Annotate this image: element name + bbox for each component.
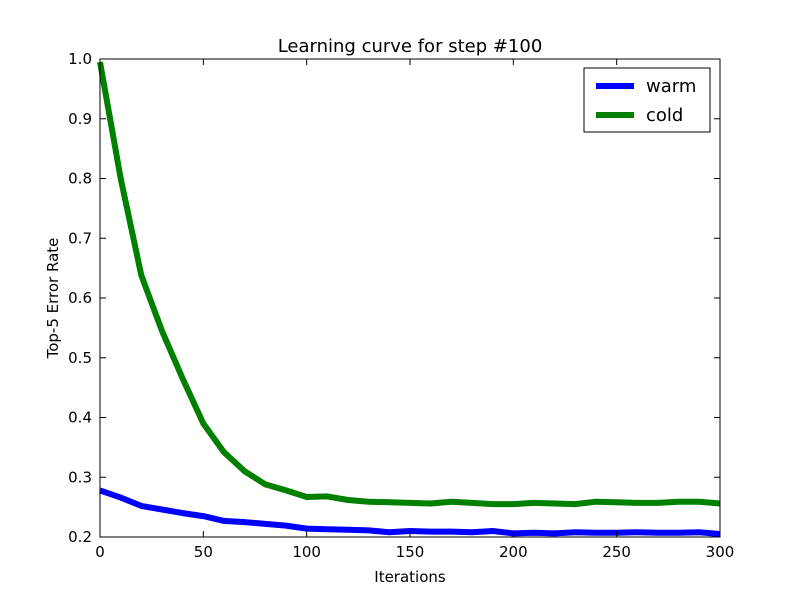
y-tick-label: 0.7 xyxy=(68,229,92,247)
legend: warm cold xyxy=(583,67,711,133)
y-tick-label: 0.6 xyxy=(68,289,92,307)
y-tick-label: 0.8 xyxy=(68,170,92,188)
x-tick-label: 200 xyxy=(499,543,528,561)
y-tick-label: 0.9 xyxy=(68,110,92,128)
series-line-cold xyxy=(97,61,721,508)
x-tick-label: 150 xyxy=(396,543,425,561)
x-tick-label: 250 xyxy=(602,543,631,561)
legend-box xyxy=(583,67,711,133)
y-tick-label: 0.5 xyxy=(68,349,92,367)
y-tick-label: 0.2 xyxy=(68,528,92,546)
legend-label-cold: cold xyxy=(646,105,683,126)
x-tick-label: 0 xyxy=(95,543,105,561)
y-tick-label: 0.4 xyxy=(68,409,92,427)
plot-frame xyxy=(99,58,721,538)
y-tick-label: 0.3 xyxy=(68,468,92,486)
y-axis-label: Top-5 Error Rate xyxy=(44,238,62,360)
x-tick-label: 100 xyxy=(292,543,321,561)
x-tick-label: 300 xyxy=(706,543,735,561)
chart-title: Learning curve for step #100 xyxy=(278,36,543,57)
ticks-layer: 0 50 100 150 200 250 300 0.2 0.3 0.4 0.5 0.6 0.7 0.8 0… xyxy=(68,50,734,561)
y-tick-label: 1.0 xyxy=(68,50,92,68)
legend-label-warm: warm xyxy=(646,76,696,97)
x-tick-label: 50 xyxy=(194,543,213,561)
x-axis-label: Iterations xyxy=(374,568,446,586)
